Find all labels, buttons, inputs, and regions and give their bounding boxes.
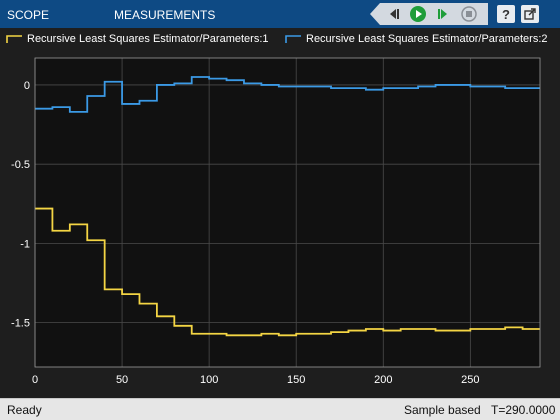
undock-icon[interactable] bbox=[521, 5, 539, 23]
x-tick-label: 200 bbox=[374, 374, 392, 386]
x-tick-label: 150 bbox=[287, 374, 305, 386]
plot-axes-frame bbox=[34, 57, 541, 368]
stop-icon[interactable] bbox=[460, 5, 478, 23]
x-tick-label: 50 bbox=[116, 374, 128, 386]
legend-entry-1[interactable]: Recursive Least Squares Estimator/Parame… bbox=[6, 28, 269, 50]
status-sim-time: T=290.0000 bbox=[491, 403, 556, 417]
help-glyph: ? bbox=[502, 6, 510, 22]
legend-label-2: Recursive Least Squares Estimator/Parame… bbox=[306, 33, 548, 45]
legend: Recursive Least Squares Estimator/Parame… bbox=[0, 28, 560, 50]
y-tick-label: -1 bbox=[20, 238, 30, 250]
step-back-icon[interactable] bbox=[385, 5, 403, 23]
legend-swatch-2 bbox=[285, 35, 301, 43]
scope-plot[interactable]: 0 50 100 150 200 250 0 -0.5 -1 -1.5 bbox=[0, 50, 560, 398]
series-lines bbox=[35, 76, 540, 337]
chart-svg: 0 50 100 150 200 250 0 -0.5 -1 -1.5 bbox=[0, 50, 560, 398]
help-icon[interactable]: ? bbox=[497, 5, 515, 23]
y-tick-label: -0.5 bbox=[11, 159, 30, 171]
series-line-1 bbox=[35, 207, 540, 337]
status-bar: Ready Sample based T=290.0000 bbox=[0, 398, 560, 420]
x-tick-label: 100 bbox=[200, 374, 218, 386]
tick-labels: 0 50 100 150 200 250 0 -0.5 -1 -1.5 bbox=[11, 80, 479, 386]
plot-axes-bg bbox=[35, 58, 540, 367]
status-sample-mode: Sample based bbox=[404, 403, 481, 417]
status-ready: Ready bbox=[7, 403, 42, 417]
step-forward-icon[interactable] bbox=[434, 5, 452, 23]
legend-label-1: Recursive Least Squares Estimator/Parame… bbox=[27, 33, 269, 45]
toolstrip: SCOPE MEASUREMENTS ? bbox=[0, 0, 560, 28]
run-icon[interactable] bbox=[409, 5, 427, 23]
legend-entry-2[interactable]: Recursive Least Squares Estimator/Parame… bbox=[285, 28, 548, 50]
tab-measurements[interactable]: MEASUREMENTS bbox=[114, 8, 216, 22]
series-line-2 bbox=[35, 76, 540, 113]
tab-scope[interactable]: SCOPE bbox=[7, 8, 50, 22]
simulation-controls bbox=[370, 3, 488, 25]
legend-swatch-1 bbox=[6, 35, 22, 43]
x-tick-label: 250 bbox=[461, 374, 479, 386]
y-tick-label: 0 bbox=[24, 80, 30, 92]
y-tick-label: -1.5 bbox=[11, 318, 30, 330]
x-tick-label: 0 bbox=[32, 374, 38, 386]
